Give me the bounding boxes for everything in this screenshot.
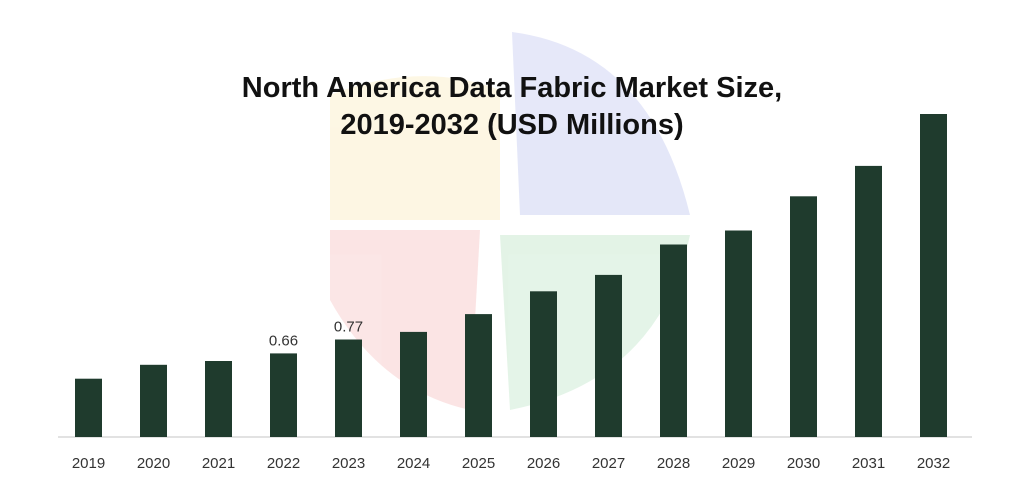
x-tick-label-2032: 2032 — [917, 455, 950, 472]
x-tick-label-2025: 2025 — [462, 455, 495, 472]
bar-2021 — [205, 361, 232, 437]
x-tick-label-2020: 2020 — [137, 455, 170, 472]
x-tick-label-2019: 2019 — [72, 455, 105, 472]
bar-2020 — [140, 364, 167, 437]
x-tick-label-2026: 2026 — [527, 455, 560, 472]
bar-2028 — [660, 244, 687, 437]
x-tick-label-2023: 2023 — [332, 455, 365, 472]
bars-group — [75, 114, 947, 437]
bar-2032 — [920, 114, 947, 437]
bar-2023 — [335, 339, 362, 437]
chart-title: North America Data Fabric Market Size, 2… — [0, 70, 1024, 144]
bar-2025 — [465, 314, 492, 437]
x-tick-label-2029: 2029 — [722, 455, 755, 472]
data-labels-group: 0.66 0.77 — [269, 319, 363, 350]
chart-title-line-1: North America Data Fabric Market Size, — [241, 72, 783, 104]
bar-2031 — [855, 165, 882, 437]
data-label-2022: 0.66 — [269, 332, 298, 349]
chart-title-line-2: 2019-2032 (USD Millions) — [340, 109, 684, 141]
bar-2026 — [530, 291, 557, 437]
bar-2027 — [595, 274, 622, 437]
x-tick-label-2027: 2027 — [592, 455, 625, 472]
x-tick-label-2021: 2021 — [202, 455, 235, 472]
x-tick-label-2030: 2030 — [787, 455, 820, 472]
bar-2019 — [75, 378, 102, 437]
x-tick-label-2031: 2031 — [852, 455, 885, 472]
x-tick-label-2024: 2024 — [397, 455, 430, 472]
x-tick-label-2028: 2028 — [657, 455, 690, 472]
x-tick-label-2022: 2022 — [267, 455, 300, 472]
x-tick-labels-group: 2019 2020 2021 2022 2023 2024 2025 2026 2027 2028… — [72, 455, 950, 472]
bar-2024 — [400, 331, 427, 437]
data-label-2023: 0.77 — [334, 319, 363, 336]
bar-2029 — [725, 230, 752, 437]
bar-2022 — [270, 353, 297, 437]
bar-2030 — [790, 196, 817, 437]
